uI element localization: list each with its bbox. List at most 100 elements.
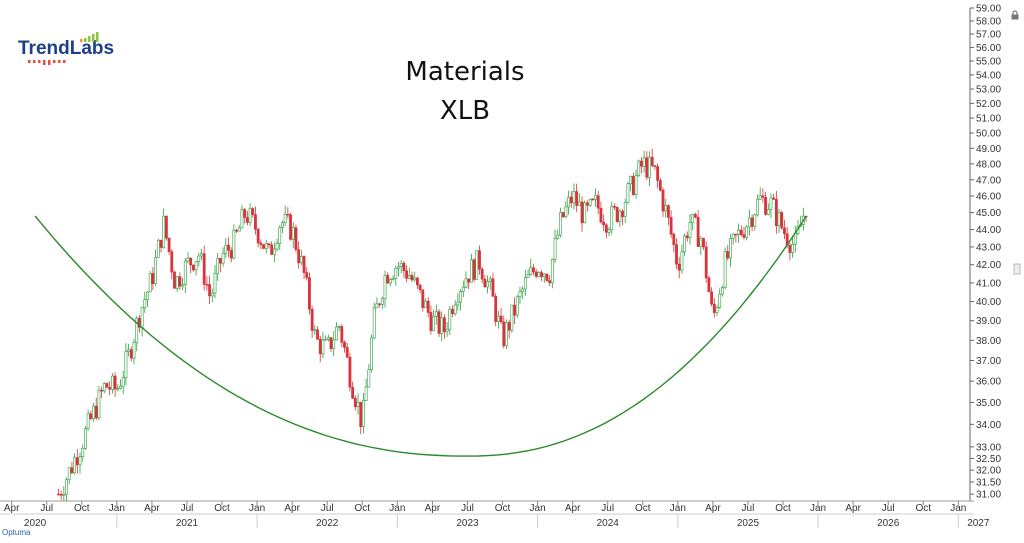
candle-body <box>289 214 292 240</box>
x-month-label: Jul <box>321 503 334 514</box>
candle-body <box>523 277 527 290</box>
candle-body <box>739 229 743 236</box>
candle-body <box>653 165 657 167</box>
candle-body <box>475 250 479 280</box>
candle-body <box>305 272 309 278</box>
y-tick-label: 40.00 <box>976 297 1001 308</box>
candle-body <box>86 413 90 429</box>
y-tick-label: 31.00 <box>976 490 1001 501</box>
candle-body <box>440 317 444 334</box>
y-tick-label: 32.50 <box>976 454 1001 465</box>
candle-body <box>113 375 117 390</box>
y-tick-label: 57.00 <box>976 30 1001 41</box>
y-tick-label: 56.00 <box>976 43 1001 54</box>
y-tick-label: 33.00 <box>976 442 1001 453</box>
logo-bar <box>84 38 87 42</box>
x-month-label: Oct <box>355 503 371 514</box>
candle-body <box>132 342 136 359</box>
candle-body <box>119 385 122 389</box>
source-label: Optuma <box>2 528 31 537</box>
candle-body <box>94 405 98 419</box>
x-month-label: Jan <box>810 503 826 514</box>
y-tick-label: 59.00 <box>976 4 1001 15</box>
candle-body <box>723 251 727 288</box>
candle-body <box>167 237 171 252</box>
y-tick-label: 49.00 <box>976 144 1001 155</box>
candle-body <box>375 303 379 309</box>
candle-body <box>299 256 303 264</box>
x-year-label: 2026 <box>877 518 900 529</box>
candle-body <box>102 383 106 392</box>
candle-body <box>181 284 184 287</box>
logo-bar <box>96 32 99 42</box>
candle-body <box>413 277 417 281</box>
x-year-label: 2020 <box>24 518 47 529</box>
candle-body <box>726 251 730 259</box>
candle-body <box>326 337 330 340</box>
candle-body <box>189 257 193 266</box>
candle-body <box>737 229 740 235</box>
candle-body <box>456 301 460 306</box>
candle-body <box>453 304 457 314</box>
y-tick-label: 37.00 <box>976 356 1001 367</box>
candle-body <box>154 257 157 285</box>
candle-body <box>774 199 778 226</box>
candle-body <box>467 278 471 283</box>
x-month-label: Oct <box>214 503 230 514</box>
candle-body <box>65 479 68 495</box>
candle-body <box>229 250 233 259</box>
candle-body <box>140 307 144 328</box>
candle-body <box>766 209 770 215</box>
chart-title: Materials <box>405 57 525 87</box>
candle-body <box>332 339 336 349</box>
candle-body <box>704 246 708 279</box>
y-tick-label: 41.00 <box>976 278 1001 289</box>
candle-body <box>170 251 174 273</box>
candle-body <box>432 316 435 331</box>
candle-body <box>575 191 579 206</box>
candle-body <box>564 206 568 218</box>
candle-body <box>496 315 500 322</box>
candle-body <box>84 428 87 449</box>
x-month-label: Oct <box>495 503 511 514</box>
candle-body <box>650 156 654 166</box>
candle-body <box>588 198 592 206</box>
lock-icon[interactable] <box>1010 10 1020 20</box>
candle-body <box>529 267 533 275</box>
candle-body <box>783 227 786 234</box>
candle-body <box>772 197 776 200</box>
x-month-label: Jul <box>461 503 474 514</box>
candle-body <box>294 227 298 250</box>
candle-body <box>696 216 700 247</box>
candle-body <box>745 226 749 238</box>
candle-body <box>248 208 252 223</box>
candle-body <box>191 264 195 271</box>
y-tick-label: 31.50 <box>976 478 1001 489</box>
candle-body <box>402 262 406 272</box>
chart-subtitle-ticker: XLB <box>439 96 491 126</box>
candle-body <box>556 234 560 239</box>
candle-body <box>173 271 176 289</box>
candle-body <box>362 400 365 427</box>
candle-body <box>262 244 265 249</box>
candle-body <box>718 293 722 308</box>
candle-body <box>254 214 257 230</box>
logo-bar <box>92 34 95 42</box>
candle-body <box>464 278 468 288</box>
candle-body <box>569 196 573 204</box>
candle-body <box>156 239 160 258</box>
candle-body <box>143 299 147 308</box>
candle-body <box>281 222 284 228</box>
candle-body <box>567 196 570 208</box>
x-month-label: Jan <box>249 503 265 514</box>
x-month-label: Apr <box>565 503 581 514</box>
candle-body <box>545 273 549 281</box>
candle-body <box>232 229 236 259</box>
logo-dot <box>48 60 51 65</box>
candle-body <box>664 205 668 212</box>
candle-body <box>111 375 114 390</box>
candle-body <box>515 296 519 316</box>
candle-body <box>507 322 511 331</box>
